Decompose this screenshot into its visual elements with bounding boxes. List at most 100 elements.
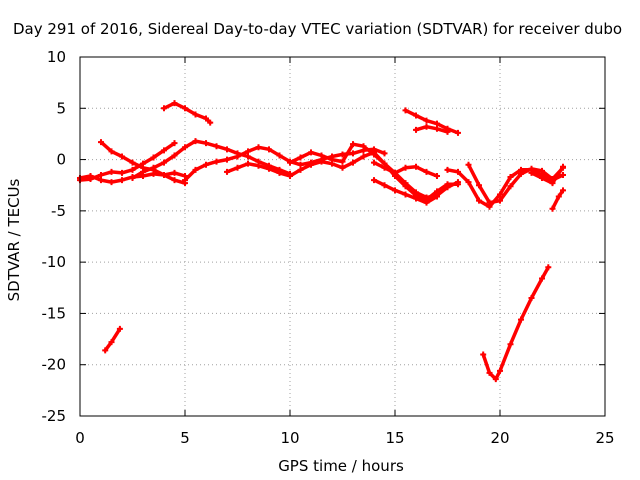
data-point <box>108 168 115 175</box>
data-point <box>413 126 419 133</box>
data-point <box>171 152 178 159</box>
data-point <box>318 152 325 159</box>
data-point <box>108 339 115 346</box>
x-tick-label: 0 <box>75 429 85 447</box>
data-point <box>486 369 493 376</box>
data-point <box>161 105 167 112</box>
y-tick-label: -25 <box>42 407 67 425</box>
data-point <box>98 177 104 184</box>
data-point <box>560 163 566 170</box>
x-tick-label: 15 <box>385 429 404 447</box>
data-point <box>116 325 123 332</box>
data-point <box>266 146 272 153</box>
data-point <box>381 164 388 171</box>
data-point <box>182 177 188 184</box>
data-point <box>560 171 566 178</box>
data-point <box>444 128 451 135</box>
data-point <box>171 177 178 184</box>
data-point <box>486 199 493 206</box>
series-track-15 <box>528 163 566 187</box>
series-line <box>103 327 122 353</box>
x-tick-label: 10 <box>280 429 299 447</box>
data-point <box>549 205 556 212</box>
data-point <box>192 138 199 145</box>
data-point <box>276 169 283 176</box>
y-tick-label: 0 <box>56 151 66 169</box>
data-point <box>371 159 377 166</box>
data-point <box>87 176 94 183</box>
data-point <box>507 341 514 348</box>
data-point <box>245 148 251 155</box>
data-point <box>539 275 545 282</box>
series-track-17 <box>102 325 123 354</box>
data-point <box>497 191 503 198</box>
data-point <box>476 182 482 189</box>
data-point <box>381 150 388 157</box>
data-point <box>423 123 430 130</box>
data-point <box>287 172 293 179</box>
data-point <box>98 171 104 178</box>
series-track-2 <box>98 139 188 187</box>
y-tick-label: -20 <box>42 356 67 374</box>
series-line <box>466 162 565 205</box>
data-point <box>455 129 461 136</box>
data-point <box>507 183 514 190</box>
data-point <box>560 187 566 194</box>
data-point <box>434 125 440 132</box>
data-point <box>402 180 409 187</box>
data-point <box>129 159 136 166</box>
data-point <box>423 194 430 201</box>
data-point <box>423 117 430 124</box>
data-point <box>234 153 241 160</box>
data-point <box>392 169 398 176</box>
data-point <box>381 182 388 189</box>
data-point <box>480 351 487 358</box>
data-point <box>297 166 304 173</box>
data-point <box>318 158 325 165</box>
data-point <box>492 376 499 383</box>
data-point <box>192 111 199 118</box>
data-point <box>360 153 367 160</box>
data-point <box>339 151 346 158</box>
data-point <box>476 197 482 204</box>
x-tick-label: 25 <box>595 429 614 447</box>
y-tick-label: 5 <box>56 99 66 117</box>
data-point <box>549 180 556 187</box>
data-point <box>203 161 209 168</box>
data-point <box>224 146 230 153</box>
data-point <box>308 149 314 156</box>
data-point <box>213 143 220 150</box>
data-point <box>140 168 146 175</box>
y-tick-label: -5 <box>51 202 66 220</box>
series-track-14 <box>465 161 566 206</box>
data-point <box>203 140 209 147</box>
data-point <box>455 179 461 186</box>
data-point <box>98 139 104 146</box>
series-track-10 <box>371 177 440 206</box>
y-axis-label: SDTVAR / TECUs <box>5 178 23 301</box>
data-point <box>308 161 314 168</box>
data-point <box>371 177 377 184</box>
x-tick-label: 5 <box>180 429 190 447</box>
y-tick-label: -15 <box>42 304 67 322</box>
data-series <box>77 100 566 383</box>
data-point <box>423 199 430 206</box>
data-point <box>444 184 451 191</box>
data-point <box>528 295 535 302</box>
data-point <box>102 347 109 354</box>
data-point <box>161 147 167 154</box>
data-point <box>402 107 409 114</box>
data-point <box>119 169 125 176</box>
data-point <box>245 160 251 167</box>
data-point <box>171 140 178 147</box>
axis-ticks: 0 5 10 15 20 25 -25 -20 -15 -10 -5 0 5 10 <box>42 48 615 447</box>
data-point <box>207 119 214 126</box>
series-track-8 <box>287 141 461 201</box>
data-point <box>297 154 304 161</box>
data-point <box>119 177 125 184</box>
series-line <box>481 265 551 381</box>
series-track-7 <box>224 149 461 203</box>
data-point <box>234 164 241 171</box>
series-track-12 <box>413 123 451 135</box>
